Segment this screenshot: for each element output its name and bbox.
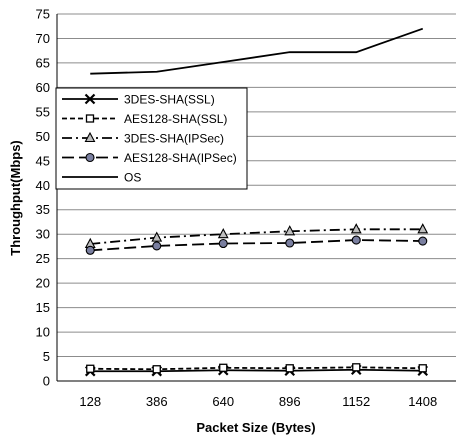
legend-swatch-marker-1 [85,114,95,123]
series-3-point-2 [218,238,228,249]
y-tick-label-0: 0 [43,374,50,389]
series-3-point-4 [351,235,361,245]
y-tick-label-40: 40 [36,178,50,193]
x-tick-label-128: 128 [79,394,101,409]
series-3-point-1 [152,241,162,251]
y-tick-label-50: 50 [36,129,50,144]
y-tick-label-65: 65 [36,55,50,70]
series-line-0 [90,368,423,373]
series-4 [90,27,424,75]
legend-swatch-marker-0-stroke-b [84,93,96,105]
series-0 [84,364,429,377]
series-line-4 [90,27,424,75]
series-3-point-5 [418,236,428,246]
series-2-point-4 [350,223,362,234]
x-axis-title: Packet Size (Bytes) [196,420,315,435]
series-line-1 [90,366,423,371]
series-line-3 [90,239,423,252]
series-2-point-1 [151,231,163,242]
legend-label-4: OS [124,171,141,185]
series-3-point-3 [285,238,295,248]
legend-swatch-marker-3 [85,152,95,163]
legend-label-0: 3DES-SHA(SSL) [124,93,215,107]
series-1-point-0 [86,364,95,373]
series-line-2 [90,228,423,245]
series-2-point-2 [217,228,229,239]
y-tick-label-70: 70 [36,31,50,46]
y-tick-label-25: 25 [36,251,50,266]
y-tick-label-45: 45 [36,153,50,168]
y-tick-label-20: 20 [36,276,50,291]
legend-swatch-marker-2 [84,131,96,143]
series-2 [84,223,429,249]
series-2-point-3 [284,225,296,236]
series-3-point-0 [85,245,95,255]
y-tick-label-30: 30 [36,227,50,242]
series-1-point-4 [352,363,361,372]
x-tick-label-1408: 1408 [408,394,437,409]
y-tick-label-10: 10 [36,325,50,340]
x-tick-label-1152: 1152 [342,394,370,409]
series-2-point-5 [417,223,429,234]
y-tick-label-60: 60 [36,80,50,95]
x-tick-label-896: 896 [279,394,301,409]
series-1-point-5 [418,364,427,373]
series-1-point-2 [219,363,228,372]
y-tick-label-5: 5 [43,349,50,364]
y-tick-label-35: 35 [36,202,50,217]
y-tick-label-75: 75 [36,7,50,22]
axes: 0 5 10 15 20 25 30 35 40 45 50 55 60 65 70 75 128 386 640 8… [36,7,456,409]
legend: 3DES-SHA(SSL) AES128-SHA(SSL) 3DES-SHA(IPS… [55,87,248,190]
x-tick-label-640: 640 [212,394,234,409]
series-1 [86,363,427,374]
series-3 [85,235,428,255]
series-1-point-1 [152,365,161,374]
series-lines [84,27,429,377]
x-tick-label-386: 386 [146,394,168,409]
y-axis-title: Throughput(Mbps) [8,140,23,256]
series-1-point-3 [285,364,294,373]
legend-label-3: AES128-SHA(IPSec) [124,151,237,165]
legend-label-1: AES128-SHA(SSL) [124,112,227,126]
legend-swatch-marker-0 [84,93,96,105]
y-tick-label-15: 15 [36,300,50,315]
y-tick-label-55: 55 [36,104,50,119]
legend-label-2: 3DES-SHA(IPSec) [124,132,224,146]
